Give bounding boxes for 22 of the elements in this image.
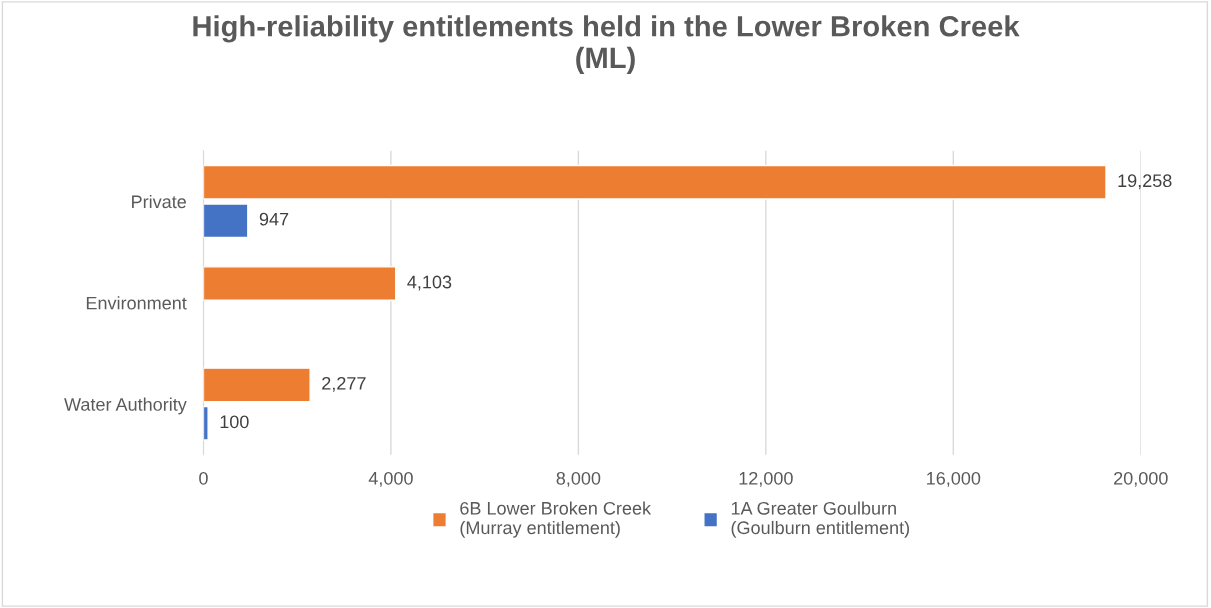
- chart-title: High-reliability entitlements held in the Lower Broken Creek (ML): [193, 15, 1020, 74]
- data-label: 19,258: [1118, 174, 1172, 190]
- y-tick-label: Private: [132, 194, 186, 209]
- x-tick-label: 8,000: [556, 471, 601, 487]
- y-tick-label: Environment: [86, 296, 187, 310]
- x-tick-label: 16,000: [927, 471, 981, 487]
- bar: [203, 203, 249, 239]
- legend-label: 1A Greater Goulburn (Goulburn entitlement): [731, 501, 910, 538]
- data-label: 4,103: [407, 275, 452, 291]
- x-tick-label: 4,000: [368, 471, 413, 487]
- data-label: 947: [259, 212, 289, 226]
- bar: [203, 266, 397, 301]
- data-label: 2,277: [322, 376, 366, 392]
- bar: [203, 164, 1107, 200]
- legend-label: 6B Lower Broken Creek (Murray entitlement): [460, 501, 652, 538]
- data-label: 100: [220, 415, 249, 429]
- x-tick-label: 0: [199, 471, 208, 485]
- y-tick-label: Water Authority: [64, 397, 187, 415]
- bar: [203, 405, 209, 441]
- bar: [203, 367, 311, 403]
- x-tick-label: 20,000: [1114, 471, 1168, 487]
- x-tick-label: 12,000: [739, 471, 793, 487]
